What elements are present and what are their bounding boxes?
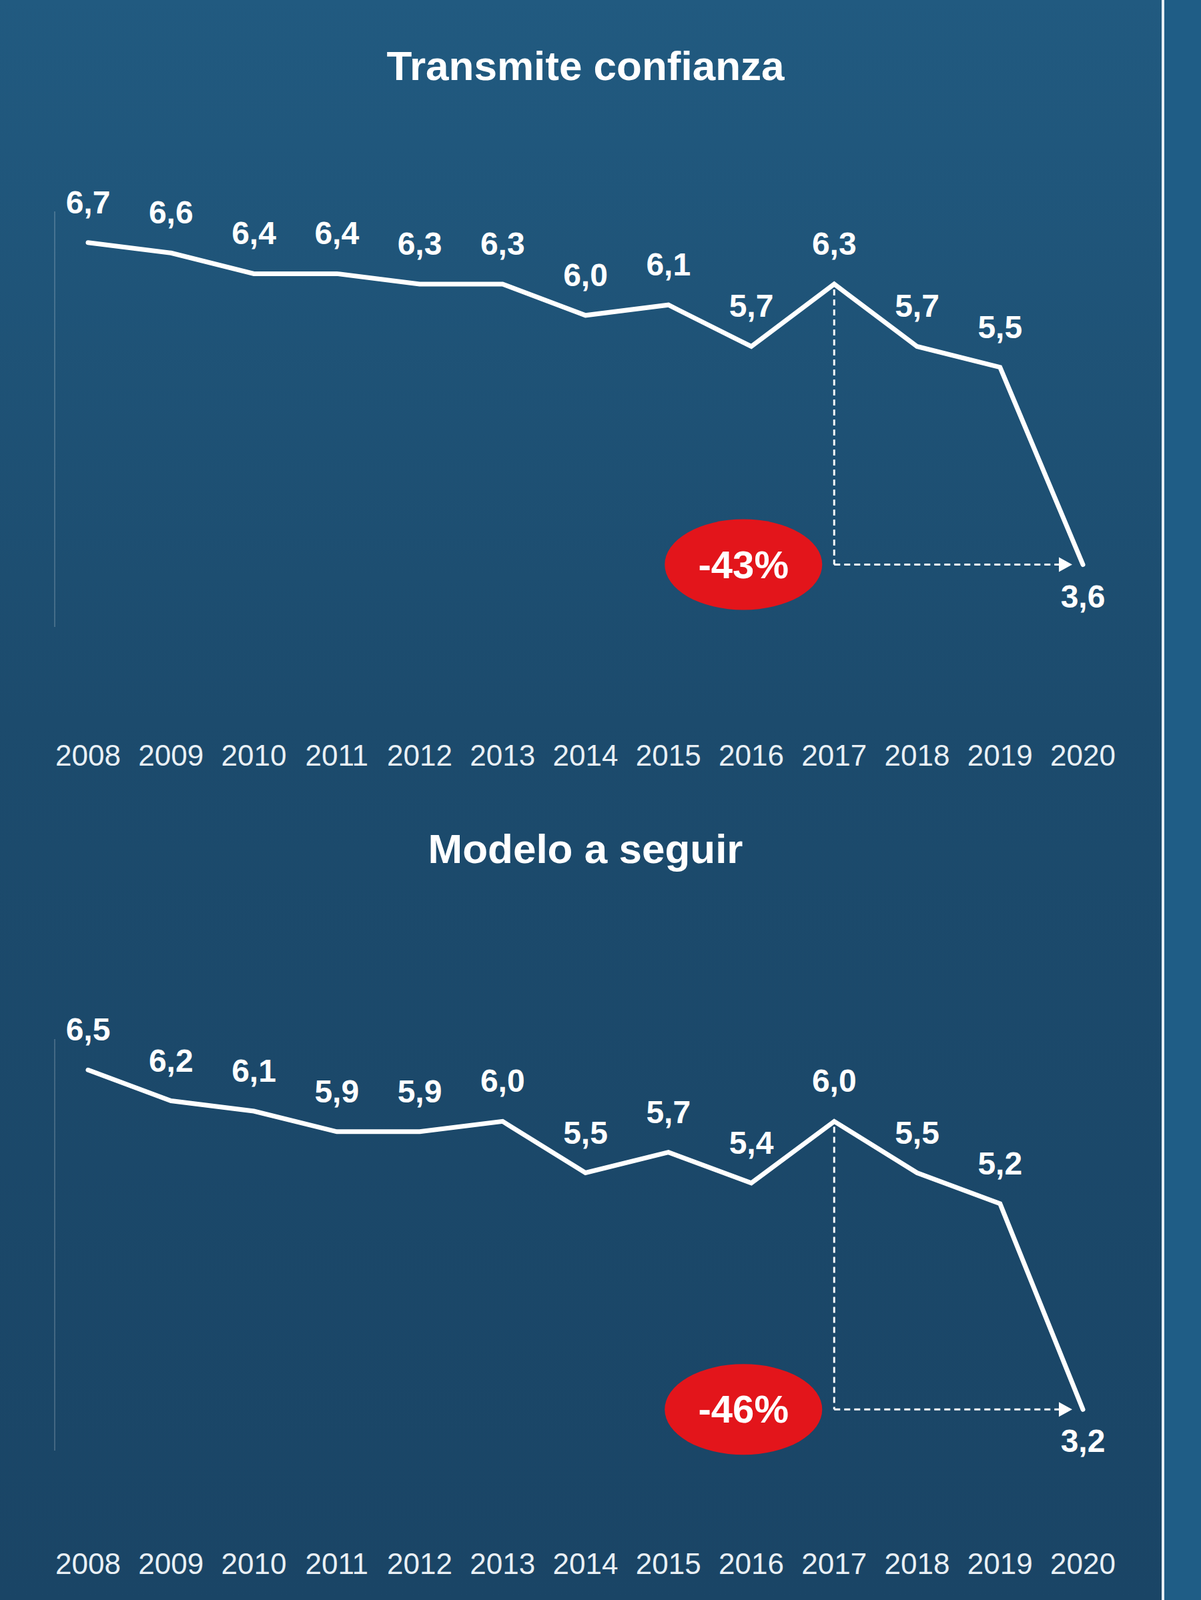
data-label: 5,7	[729, 288, 774, 324]
x-tick-label: 2012	[386, 1547, 453, 1581]
annotation-text: -46%	[698, 1387, 789, 1432]
annotation-badge	[664, 519, 823, 611]
data-label: 6,0	[563, 257, 608, 293]
x-tick-label: 2009	[138, 739, 204, 772]
chart-title: Transmite confianza	[386, 42, 785, 89]
y-axis-line	[54, 211, 56, 628]
x-tick-label: 2017	[801, 1547, 867, 1581]
x-tick-label: 2018	[884, 1547, 951, 1581]
data-label: 6,7	[66, 184, 111, 221]
plot-area	[88, 1070, 1083, 1410]
y-axis-line	[54, 1039, 56, 1452]
x-tick-label: 2011	[304, 1547, 369, 1581]
x-tick-label: 2018	[884, 739, 951, 772]
annotation-dash-vertical	[833, 1126, 836, 1410]
data-label: 6,3	[397, 226, 443, 262]
side-strip	[1164, 0, 1201, 1600]
data-label: 5,9	[397, 1074, 443, 1110]
chart-canvas: Transmite confianza 2008 2009 2010 2011 2012 2…	[0, 0, 1201, 1600]
x-tick-label: 2009	[138, 1547, 204, 1581]
data-label: 3,6	[1060, 579, 1106, 615]
x-tick-label: 2015	[635, 739, 702, 772]
data-label: 6,4	[231, 215, 277, 251]
annotation-text: -43%	[698, 543, 789, 587]
plot-area	[88, 242, 1083, 566]
annotation-dash-horizontal	[834, 1409, 1061, 1412]
data-label: 6,4	[314, 215, 359, 251]
x-tick-label: 2016	[718, 1547, 784, 1581]
data-label: 6,6	[148, 194, 194, 231]
x-tick-label: 2019	[967, 739, 1033, 772]
data-label: 5,9	[314, 1074, 359, 1110]
x-tick-label: 2010	[221, 1547, 287, 1581]
chart-panel: Modelo a seguir 2008 2009 2010 2011 2012 2013 2…	[54, 826, 1116, 1581]
annotation-arrowhead	[1058, 557, 1073, 573]
data-label: 6,1	[231, 1053, 277, 1089]
annotation-badge	[664, 1364, 823, 1456]
x-tick-label: 2013	[469, 1547, 536, 1581]
background	[0, 0, 1201, 1600]
x-tick-label: 2013	[469, 739, 536, 772]
x-tick-label: 2017	[801, 739, 867, 772]
data-label: 5,2	[977, 1146, 1023, 1182]
annotation-dash-vertical	[833, 289, 836, 566]
data-label: 5,7	[645, 1094, 691, 1131]
annotation-dash-horizontal	[834, 563, 1061, 566]
data-label: 6,2	[148, 1043, 194, 1079]
data-label: 3,2	[1060, 1423, 1106, 1460]
data-label: 6,0	[812, 1063, 857, 1099]
chart-title: Modelo a seguir	[428, 826, 744, 873]
x-tick-label: 2010	[221, 739, 287, 772]
data-label: 6,0	[480, 1063, 526, 1099]
chart-panel: Transmite confianza 2008 2009 2010 2011 2012 2…	[54, 42, 1116, 772]
x-tick-label: 2019	[967, 1547, 1033, 1581]
data-label: 5,5	[563, 1115, 608, 1151]
divider-line	[1161, 0, 1165, 1600]
data-label: 6,3	[480, 226, 526, 262]
x-tick-label: 2008	[55, 739, 121, 772]
x-tick-label: 2016	[718, 739, 784, 772]
x-tick-label: 2014	[553, 1547, 619, 1581]
data-label: 5,7	[894, 288, 940, 324]
data-label: 6,1	[645, 246, 691, 283]
data-label: 5,5	[894, 1115, 940, 1151]
data-label: 5,5	[977, 309, 1023, 345]
data-line	[88, 1070, 1083, 1410]
data-line	[88, 242, 1083, 566]
annotation-arrowhead	[1058, 1402, 1073, 1418]
x-tick-label: 2011	[304, 739, 369, 772]
x-tick-label: 2020	[1050, 1547, 1116, 1581]
x-tick-label: 2015	[635, 1547, 702, 1581]
annotation: -46%	[664, 1126, 1073, 1456]
data-label: 5,4	[729, 1125, 774, 1161]
x-tick-label: 2008	[55, 1547, 121, 1581]
x-tick-label: 2020	[1050, 739, 1116, 772]
data-label: 6,3	[812, 226, 857, 262]
x-tick-label: 2014	[553, 739, 619, 772]
data-label: 6,5	[66, 1012, 111, 1048]
x-tick-label: 2012	[386, 739, 453, 772]
annotation: -43%	[664, 289, 1073, 611]
